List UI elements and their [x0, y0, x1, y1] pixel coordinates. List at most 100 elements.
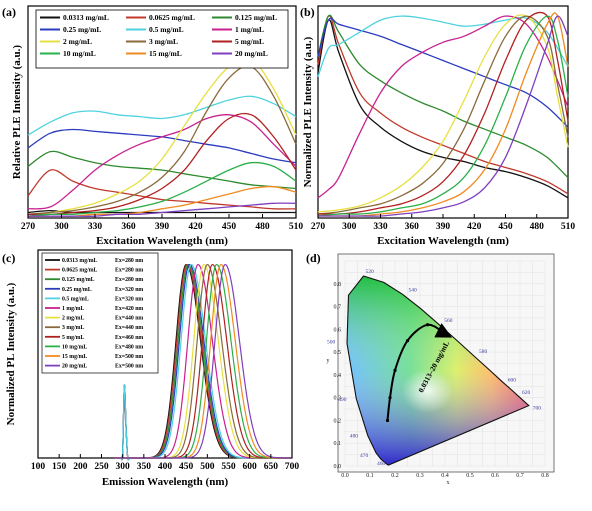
panel-a-legend-label: 5 mg/mL — [235, 37, 264, 46]
panel-b-series-line — [317, 11, 569, 215]
panel-b-series-line — [317, 17, 569, 128]
panel-a-legend-label: 0.125 mg/mL — [235, 13, 277, 22]
panel-c-x-tick-label: 300 — [116, 462, 131, 472]
panel-b: (b) 270 300 330 360 390 420 450 480 510 Excitati… — [300, 5, 575, 247]
panel-a-series-line — [27, 161, 297, 217]
panel-a-x-tick-label: 300 — [54, 222, 69, 232]
panel-a-series-line — [27, 169, 297, 210]
panel-d-x-tick-label: 0.6 — [491, 473, 499, 479]
panel-c-legend-excitation: Ex=320 nm — [115, 296, 143, 302]
panel-d-ylabel: y — [327, 358, 330, 364]
panel-a-series-group — [27, 57, 297, 217]
panel-c-x-tick-label: 600 — [243, 462, 258, 472]
cie-data-point — [425, 323, 430, 327]
panel-a-legend-label: 0.5 mg/mL — [149, 25, 184, 34]
cie-wavelength-label: 460 — [377, 461, 386, 467]
panel-b-x-tick-label: 330 — [373, 222, 388, 232]
panel-a-series-line — [27, 65, 297, 215]
panel-c-legend-excitation: Ex=480 nm — [115, 344, 143, 350]
cie-wavelength-label: 490 — [338, 397, 347, 403]
panel-a-legend-label: 0.0625 mg/mL — [149, 13, 195, 22]
panel-d-x-tick-label: 0.1 — [366, 473, 374, 479]
cie-wavelength-label: 500 — [327, 339, 336, 345]
panel-c-legend: 0.0313 mg/mL Ex=280 nm 0.0625 mg/mL Ex=280 … — [41, 252, 159, 374]
panel-d-y-tick-label: 0.7 — [334, 305, 342, 311]
panel-a-x-tick-label: 390 — [155, 222, 170, 232]
panel-c-legend-label: 20 mg/mL — [62, 364, 87, 370]
cie-data-point — [443, 332, 447, 336]
panel-a-xticks: 270 300 330 360 390 420 450 480 510 — [21, 214, 303, 232]
panel-b-series-line — [317, 15, 569, 195]
cie-wavelength-label: 540 — [409, 287, 418, 293]
panel-a-legend-label: 15 mg/mL — [149, 49, 182, 58]
panel-b-series-line — [317, 15, 569, 217]
panel-c-legend-label: 0.0313 mg/mL — [62, 258, 98, 264]
panel-a-x-tick-label: 360 — [121, 222, 136, 232]
panel-a-series-line — [28, 202, 297, 217]
panel-c-legend-excitation: Ex=280 nm — [115, 277, 143, 283]
panel-a-x-tick-label: 270 — [21, 222, 36, 232]
panel-c-legend-excitation: Ex=420 nm — [115, 306, 143, 312]
panel-c-legend-excitation: Ex=500 nm — [115, 354, 143, 360]
panel-c-legend-label: 0.0625 mg/mL — [62, 268, 98, 274]
panel-a-series-line — [27, 128, 297, 164]
panel-d-xlabel: x — [447, 480, 450, 486]
panel-a-xlabel: Excitation Wavelength (nm) — [96, 235, 228, 247]
panel-c-x-tick-label: 100 — [31, 462, 46, 472]
panel-c-legend-label: 3 mg/mL — [62, 325, 85, 331]
cie-wavelength-label: 620 — [522, 390, 531, 396]
panel-c-letter: (c) — [2, 251, 15, 265]
panel-a-series-line — [27, 95, 297, 136]
cie-wavelength-label: 560 — [444, 318, 453, 324]
panel-c-x-tick-label: 350 — [137, 462, 152, 472]
panel-d-letter: (d) — [306, 251, 321, 265]
panel-c-legend-excitation: Ex=320 nm — [115, 287, 143, 293]
panel-c-x-tick-label: 150 — [52, 462, 67, 472]
panel-c-legend-label: 0.125 mg/mL — [62, 277, 95, 283]
panel-c-legend-excitation: Ex=440 nm — [115, 325, 143, 331]
panel-a-legend-label: 20 mg/mL — [235, 49, 268, 58]
panel-a-legend-label: 10 mg/mL — [63, 49, 96, 58]
panel-a-x-tick-label: 480 — [255, 222, 270, 232]
panel-c-legend-excitation: Ex=280 nm — [115, 258, 143, 264]
panel-b-xlabel: Excitation Wavelength (nm) — [377, 235, 509, 247]
panel-d-x-tick-label: 0.4 — [441, 473, 449, 479]
panel-b-series-group — [317, 11, 569, 217]
panel-b-series-line — [317, 14, 569, 213]
panel-b-series-line — [317, 12, 569, 217]
panel-d-y-tick-label: 0.5 — [334, 350, 342, 356]
panel-b-x-tick-label: 360 — [405, 222, 420, 232]
panel-a-series-line — [27, 112, 297, 216]
panel-d-x-tick-label: 0.3 — [416, 473, 424, 479]
panel-c-xlabel: Emission Wavelength (nm) — [102, 476, 229, 488]
panel-b-x-tick-label: 300 — [342, 222, 357, 232]
panel-b-x-tick-label: 270 — [311, 222, 326, 232]
panel-c-ylabel: Normalized PL Intensity (a.u.) — [5, 282, 17, 425]
panel-a-legend: 0.0313 mg/mL 0.0625 mg/mL 0.125 mg/mL 0.25 … — [35, 9, 289, 69]
panel-b-x-tick-label: 450 — [498, 222, 513, 232]
cie-spectral-locus — [346, 275, 530, 466]
panel-a-legend-box — [35, 9, 289, 69]
panel-c-legend-label: 1 mg/mL — [62, 306, 85, 312]
panel-c-legend-excitation: Ex=500 nm — [115, 364, 143, 370]
panel-b-series-line — [317, 19, 569, 199]
panel-d-x-tick-label: 0.7 — [516, 473, 524, 479]
cie-white-point — [401, 368, 454, 413]
panel-d-y-tick-label: 0.1 — [334, 441, 342, 447]
cie-chromaticity-diagram: 4604704804905005205405605806006207000.03… — [327, 269, 541, 467]
panel-a-x-tick-label: 450 — [222, 222, 237, 232]
panel-a-legend-label: 3 mg/mL — [149, 37, 178, 46]
panel-d-x-tick-label: 0.2 — [391, 473, 399, 479]
panel-d-x-tick-label: 0.8 — [541, 473, 549, 479]
panel-b-series-line — [317, 15, 569, 217]
cie-wavelength-label: 480 — [350, 434, 359, 440]
panel-d-y-tick-label: 0.0 — [334, 464, 342, 470]
panel-b-series-line — [317, 14, 569, 179]
panel-a-letter: (a) — [2, 5, 16, 19]
cie-data-point — [393, 368, 397, 372]
panel-b-letter: (b) — [300, 5, 315, 19]
panel-b-series-line — [317, 15, 569, 199]
cie-wavelength-label: 520 — [366, 269, 375, 275]
cie-wavelength-label: 580 — [479, 349, 488, 355]
panel-d-x-tick-label: 0.5 — [466, 473, 474, 479]
